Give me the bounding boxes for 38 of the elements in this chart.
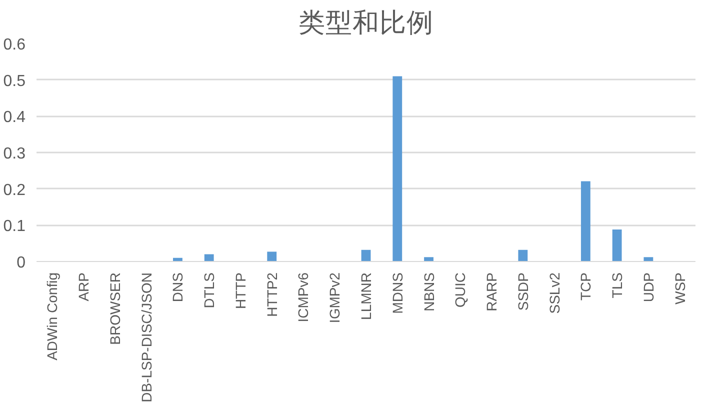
x-tick-label: SSDP [514, 272, 531, 311]
bar [204, 254, 214, 262]
x-tick-label: NBNS [420, 272, 437, 312]
chart-title: 类型和比例 [298, 8, 434, 38]
bar [267, 252, 277, 262]
bar [392, 76, 402, 262]
x-tick-label: HTTP [232, 272, 248, 310]
bar [580, 181, 590, 262]
x-tick-label: LLMNR [358, 272, 374, 320]
y-tick-label: 0.1 [3, 218, 26, 236]
x-tick-label: TCP [578, 272, 594, 300]
x-tick-label: DB-LSP-DISC/JSON [138, 272, 154, 402]
x-tick-label: UDP [640, 272, 656, 302]
x-tick-label: IGMPv2 [326, 272, 343, 324]
x-tick-label: MDNS [389, 272, 406, 314]
y-tick-label: 0.6 [3, 36, 26, 54]
y-tick-label: 0.5 [3, 72, 26, 90]
x-tick-label: HTTP2 [264, 272, 280, 317]
x-tick-label: ARP [76, 272, 92, 302]
x-tick-label: QUIC [452, 272, 468, 308]
bar [644, 257, 654, 262]
bar [518, 250, 528, 262]
x-tick-label: SSLv2 [546, 272, 562, 314]
x-tick-label: BROWSER [106, 272, 123, 345]
y-tick-label: 0.4 [3, 109, 26, 126]
x-tick-label: RARP [484, 272, 500, 312]
y-tick-label: 0.2 [3, 182, 26, 199]
y-tick-label: 0.3 [3, 146, 26, 162]
x-tick-label: DTLS [201, 272, 218, 308]
bar [424, 257, 434, 262]
x-tick-label: DNS [170, 272, 186, 302]
x-tick-label: ICMPv6 [295, 272, 312, 322]
x-tick-label: WSP [672, 272, 688, 304]
bar [361, 250, 371, 262]
x-tick-label: ADWin Config [44, 272, 60, 360]
y-tick-label: 0 [16, 254, 26, 272]
x-tick-label: TLS [609, 272, 626, 298]
bar [612, 230, 622, 262]
